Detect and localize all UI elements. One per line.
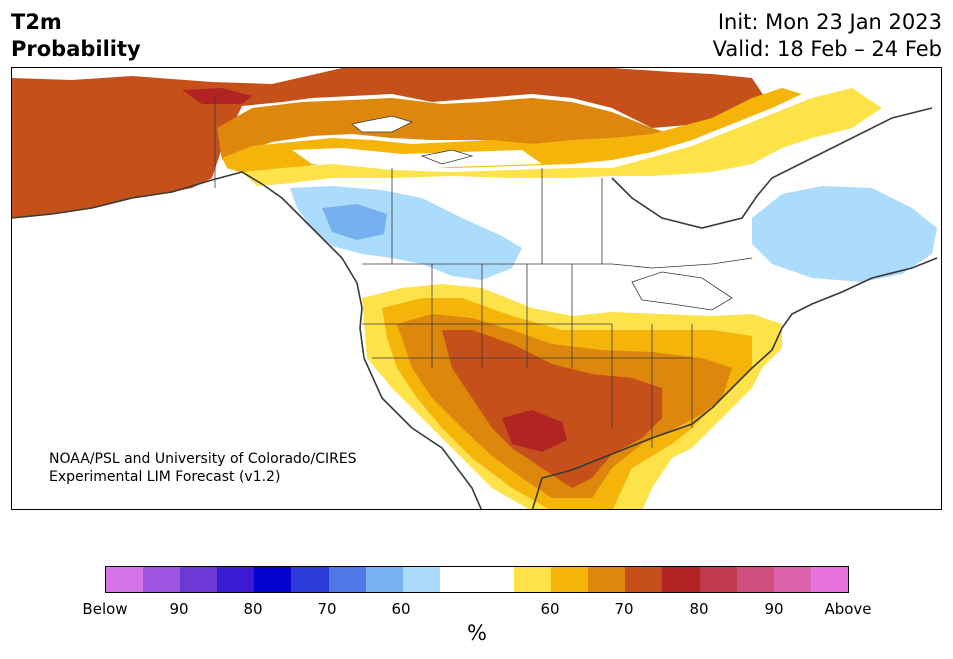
colorbar-segment	[736, 567, 774, 592]
colorbar-segment	[254, 567, 292, 592]
colorbar-tick-label: 80	[689, 600, 709, 618]
colorbar-segment	[773, 567, 811, 592]
colorbar-tick-label: 90	[169, 600, 189, 618]
colorbar-tick-label: 60	[391, 600, 411, 618]
colorbar-segment	[217, 567, 255, 592]
colorbar-tick-label: 90	[764, 600, 784, 618]
colorbar-segment	[662, 567, 700, 592]
colorbar-unit-label: %	[467, 621, 487, 645]
colorbar-tick-label: 70	[614, 600, 634, 618]
colorbar-tick-label: 80	[243, 600, 263, 618]
us-above-90-band	[442, 330, 662, 488]
coastlines	[12, 107, 938, 509]
northwest-below-70-spot	[322, 204, 387, 240]
great-bear-lake	[351, 115, 414, 133]
colorbar-segment	[699, 567, 737, 592]
probability-map	[11, 67, 942, 510]
colorbar-segment	[365, 567, 403, 592]
colorbar-tick-label: 70	[317, 600, 337, 618]
northern-canada-white	[292, 148, 542, 168]
colorbar-segment	[143, 567, 181, 592]
map-svg	[12, 68, 938, 509]
colorbar	[105, 566, 849, 593]
colorbar-segment	[402, 567, 440, 592]
colorbar-segment	[476, 567, 515, 592]
valid-date: Valid: 18 Feb – 24 Feb	[712, 37, 942, 61]
colorbar-segment	[106, 567, 144, 592]
forecast-dates: Init: Mon 23 Jan 2023 Valid: 18 Feb – 24…	[713, 9, 942, 63]
alaska-above-95-spot	[182, 88, 252, 104]
texas-above-95-spot	[502, 410, 567, 452]
colorbar-segment	[514, 567, 552, 592]
great-lakes	[631, 271, 733, 311]
canada-above-80-band	[217, 98, 672, 160]
credit-text: NOAA/PSL and University of Colorado/CIRE…	[49, 450, 357, 486]
init-date: Init: Mon 23 Jan 2023	[717, 10, 942, 34]
colorbar-segment	[439, 567, 477, 592]
colorbar-segment	[551, 567, 589, 592]
credit-line-1: NOAA/PSL and University of Colorado/CIRE…	[49, 451, 357, 467]
colorbar-segment	[180, 567, 218, 592]
colorbar-tick-label: 60	[540, 600, 560, 618]
title-line-1: T2m	[11, 10, 62, 34]
colorbar-segment	[588, 567, 626, 592]
colorbar-segment	[291, 567, 329, 592]
colorbar-tick-label: Above	[824, 600, 872, 618]
east-canada-below-60-region	[752, 186, 937, 282]
colorbar-segment	[810, 567, 848, 592]
chart-title: T2m Probability	[11, 9, 141, 63]
colorbar-segment	[625, 567, 663, 592]
northwest-below-60-region	[290, 186, 522, 280]
title-line-2: Probability	[11, 37, 141, 61]
great-slave-lake	[420, 149, 474, 165]
colorbar-segment	[328, 567, 366, 592]
borders	[214, 98, 753, 448]
alaska-above-90-region	[12, 68, 772, 218]
colorbar-tick-label: Below	[82, 600, 128, 618]
credit-line-2: Experimental LIM Forecast (v1.2)	[49, 469, 281, 485]
canada-above-60-band	[242, 88, 882, 186]
